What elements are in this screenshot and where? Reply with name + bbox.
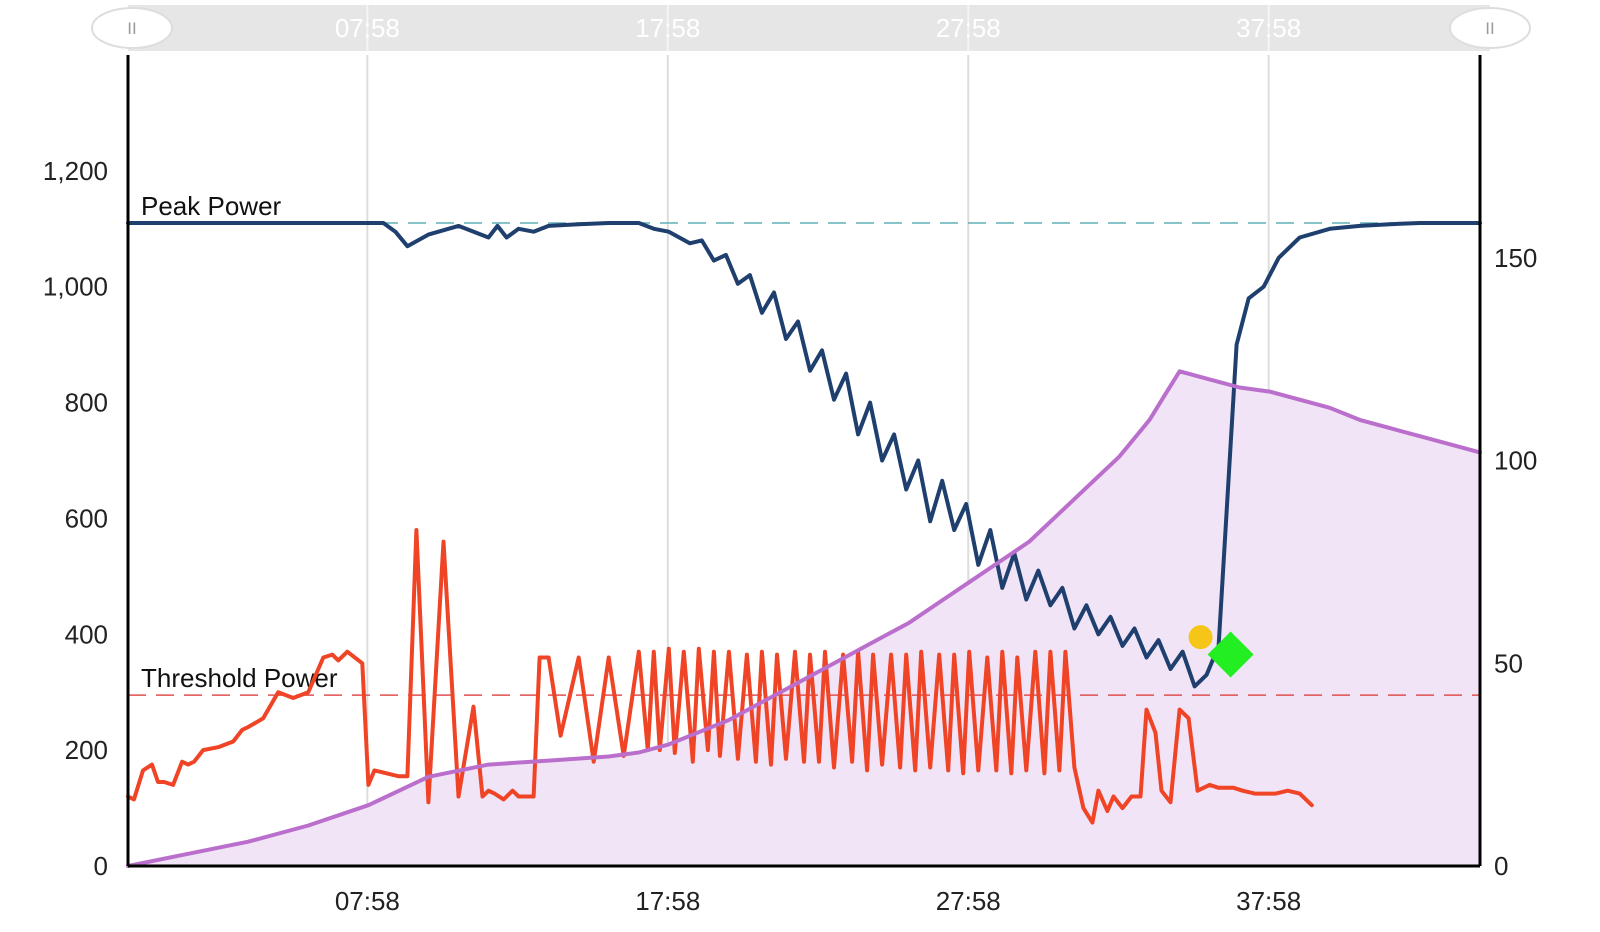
x-tick-label: 07:58 — [335, 886, 400, 916]
diamond-marker[interactable] — [1207, 631, 1254, 678]
navigator-tick-label: 37:58 — [1236, 13, 1301, 43]
navigator[interactable]: 07:58 17:58 27:58 37:58 II II — [91, 5, 1531, 51]
navigator-right-handle[interactable]: II — [1449, 7, 1531, 49]
navigator-left-handle[interactable]: II — [91, 7, 173, 49]
right-y-tick-label: 100 — [1494, 446, 1537, 476]
left-y-tick-label: 1,200 — [43, 156, 108, 186]
purple-series-area — [128, 371, 1480, 866]
left-y-tick-label: 800 — [65, 388, 108, 418]
left-y-tick-label: 200 — [65, 735, 108, 765]
right-y-tick-labels: 0 50 100 150 — [1494, 243, 1537, 881]
x-tick-label: 27:58 — [936, 886, 1001, 916]
left-y-tick-label: 0 — [94, 851, 108, 881]
right-y-tick-label: 150 — [1494, 243, 1537, 273]
reference-line-label: Threshold Power — [141, 663, 338, 693]
navigator-track[interactable] — [128, 5, 1490, 51]
series-line-3 — [126, 369, 1482, 868]
navigator-tick-label: 27:58 — [936, 13, 1001, 43]
navigator-left-grip-icon: II — [127, 19, 136, 38]
navigator-ticks: 07:58 17:58 27:58 37:58 — [335, 5, 1301, 51]
right-y-tick-label: 50 — [1494, 648, 1523, 678]
left-y-tick-labels: 0 200 400 600 800 1,000 1,200 — [43, 156, 108, 881]
reference-lines: Peak Power Threshold Power — [128, 191, 1480, 696]
reference-line-label: Peak Power — [141, 191, 282, 221]
x-tick-labels: 07:58 17:58 27:58 37:58 — [335, 886, 1301, 916]
left-y-tick-label: 400 — [65, 619, 108, 649]
navigator-tick-label: 07:58 — [335, 13, 400, 43]
markers — [1188, 625, 1254, 678]
x-tick-label: 37:58 — [1236, 886, 1301, 916]
right-y-tick-label: 0 — [1494, 851, 1508, 881]
circle-marker[interactable] — [1188, 625, 1213, 650]
navigator-tick-label: 17:58 — [635, 13, 700, 43]
left-y-tick-label: 600 — [65, 503, 108, 533]
navigator-right-grip-icon: II — [1485, 19, 1494, 38]
series-line-2 — [126, 528, 1314, 825]
x-tick-label: 17:58 — [635, 886, 700, 916]
left-y-tick-label: 1,000 — [43, 272, 108, 302]
